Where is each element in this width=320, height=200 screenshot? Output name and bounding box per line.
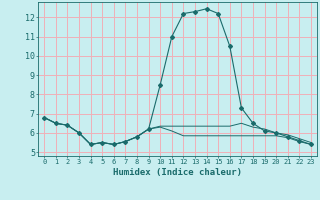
X-axis label: Humidex (Indice chaleur): Humidex (Indice chaleur) [113, 168, 242, 177]
